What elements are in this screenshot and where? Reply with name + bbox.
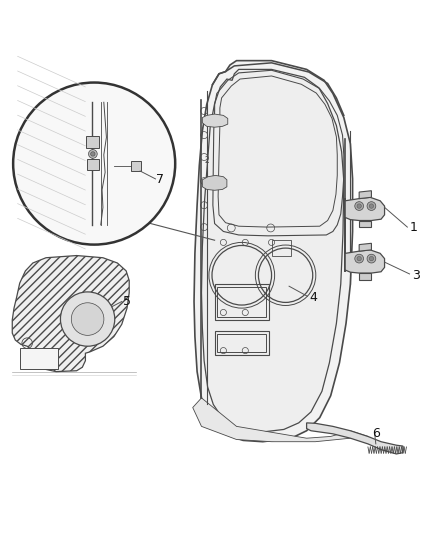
Text: 7: 7 — [156, 173, 164, 186]
Circle shape — [60, 292, 115, 346]
Polygon shape — [307, 423, 403, 454]
Polygon shape — [359, 273, 371, 280]
Circle shape — [357, 256, 361, 261]
Text: 4: 4 — [309, 290, 317, 304]
Polygon shape — [131, 161, 141, 172]
Polygon shape — [194, 61, 353, 442]
Polygon shape — [202, 175, 227, 190]
Circle shape — [369, 256, 374, 261]
Polygon shape — [345, 197, 385, 221]
Circle shape — [367, 201, 376, 211]
Text: 5: 5 — [123, 295, 131, 308]
Polygon shape — [87, 159, 99, 170]
Circle shape — [367, 254, 376, 263]
Text: 2: 2 — [205, 156, 209, 165]
Polygon shape — [86, 136, 99, 148]
Circle shape — [355, 201, 364, 211]
Polygon shape — [359, 191, 371, 199]
Circle shape — [13, 83, 175, 245]
Polygon shape — [202, 114, 228, 127]
Circle shape — [71, 303, 104, 335]
Circle shape — [91, 152, 95, 156]
Text: 3: 3 — [412, 269, 420, 282]
Polygon shape — [345, 250, 385, 273]
Polygon shape — [12, 255, 129, 372]
Circle shape — [369, 204, 374, 208]
Circle shape — [357, 204, 361, 208]
Polygon shape — [359, 221, 371, 227]
FancyBboxPatch shape — [20, 349, 58, 369]
Text: 1: 1 — [410, 221, 418, 233]
Polygon shape — [201, 69, 344, 432]
Circle shape — [88, 150, 97, 158]
Polygon shape — [193, 398, 368, 442]
Polygon shape — [359, 243, 371, 251]
Text: 6: 6 — [372, 427, 380, 440]
Circle shape — [355, 254, 364, 263]
